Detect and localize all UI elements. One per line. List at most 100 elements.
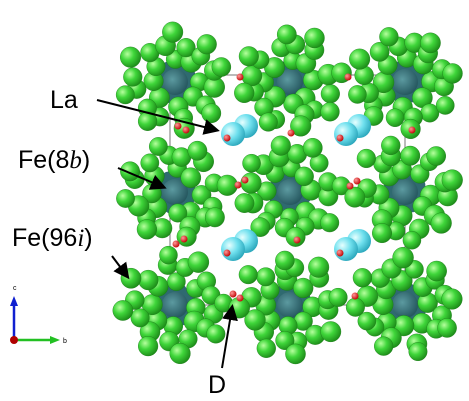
fe96i-atom [409,342,427,360]
fe8b-atom [392,292,418,318]
fe96i-atom [357,149,376,168]
text: i [77,225,84,252]
d-atom [224,135,231,142]
fe96i-atom [372,223,392,243]
fe96i-atom [427,146,446,165]
fe96i-atom [436,96,454,114]
d-atom [354,178,361,185]
fe96i-atom [137,219,157,239]
fe96i-atom [257,339,276,358]
d-atom [237,74,244,81]
labels: La Fe(8b) Fe(96i) D [12,86,232,399]
fe96i-atom [427,261,447,281]
fe96i-atom [217,175,238,196]
fe96i-atom [321,102,340,121]
d-atom [175,123,182,130]
fe96i-atom [345,187,365,207]
d-atom [352,293,359,300]
fe96i-atom [113,300,133,320]
fe96i-atom [420,33,440,53]
fe96i-atom [285,344,305,364]
d-atom [242,177,249,184]
d-atom [288,130,295,137]
fe96i-atom [304,28,324,48]
fe96i-atom [116,86,134,104]
d-atom [294,237,301,244]
fe96i-atom [123,68,142,87]
fe96i-atom [207,325,226,344]
fe96i-atom [149,137,167,155]
structure [113,22,463,364]
fe96i-atom [257,268,275,286]
fe96i-atom [442,170,463,191]
b-arrowhead [50,336,60,344]
fe96i-atom [346,298,365,317]
fe96i-atom [348,85,366,103]
d-atom [230,291,237,298]
fe96i-atom [205,208,224,227]
b-label: b [63,338,67,345]
fe96i-atom [308,257,329,278]
fe96i-atom [374,337,393,356]
crystal-structure-figure: La Fe(8b) Fe(96i) D c b [0,0,469,401]
arrow [112,256,127,276]
fe96i-atom [120,162,139,181]
d-atom [347,183,354,190]
fe96i-atom [401,146,420,165]
d-atom [173,241,180,248]
fe96i-atom [188,141,207,160]
fe96i-atom [275,251,294,270]
d-atom [237,295,244,302]
fe96i-label: Fe(96i) [12,224,93,252]
fe96i-atom [170,343,191,364]
fe96i-atom [120,47,141,68]
fe8b-atom [392,69,418,95]
fe96i-atom [159,246,177,264]
la-atom [334,122,358,146]
fe96i-atom [393,247,414,268]
fe96i-atom [234,83,254,103]
fe96i-atom [443,63,463,83]
fe96i-atom [353,268,372,287]
d-atom [337,250,344,257]
fe96i-atom [259,113,278,132]
fe96i-atom [131,309,149,327]
la-atom [221,237,245,261]
d-atom [345,74,352,81]
fe96i-atom [329,288,347,306]
d-atom [235,182,242,189]
d-label: D [208,371,226,399]
fe96i-atom [431,213,452,234]
fe96i-atom [442,289,463,310]
fe96i-atom [138,336,158,356]
fe96i-atom [239,46,259,66]
fe96i-atom [197,34,217,54]
fe96i-atom [243,154,261,172]
fe96i-atom [141,154,159,172]
fe96i-atom [162,22,183,43]
fe96i-atom [381,136,400,155]
text: ) [82,146,90,174]
fe96i-atom [239,265,258,284]
d-atom [224,250,231,257]
axis-indicator: c b [10,285,67,345]
fe96i-atom [349,49,370,70]
la-label: La [50,86,78,114]
fe96i-atom [438,318,457,337]
text: Fe(8 [18,146,69,174]
fe96i-atom [303,138,322,157]
fe96i-atom [379,27,398,46]
fe8b-label: Fe(8b) [18,146,90,174]
c-label: c [13,285,17,292]
text: b [69,147,82,174]
fe96i-atom [235,193,254,212]
fe96i-atom [295,167,314,186]
d-atom [337,135,344,142]
fe96i-atom [386,109,404,127]
fe96i-atom [177,227,197,247]
fe96i-atom [202,104,221,123]
fe96i-atom [277,25,296,44]
fe96i-atom [321,321,341,341]
fe96i-atom [271,136,291,156]
fe96i-atom [116,189,134,207]
